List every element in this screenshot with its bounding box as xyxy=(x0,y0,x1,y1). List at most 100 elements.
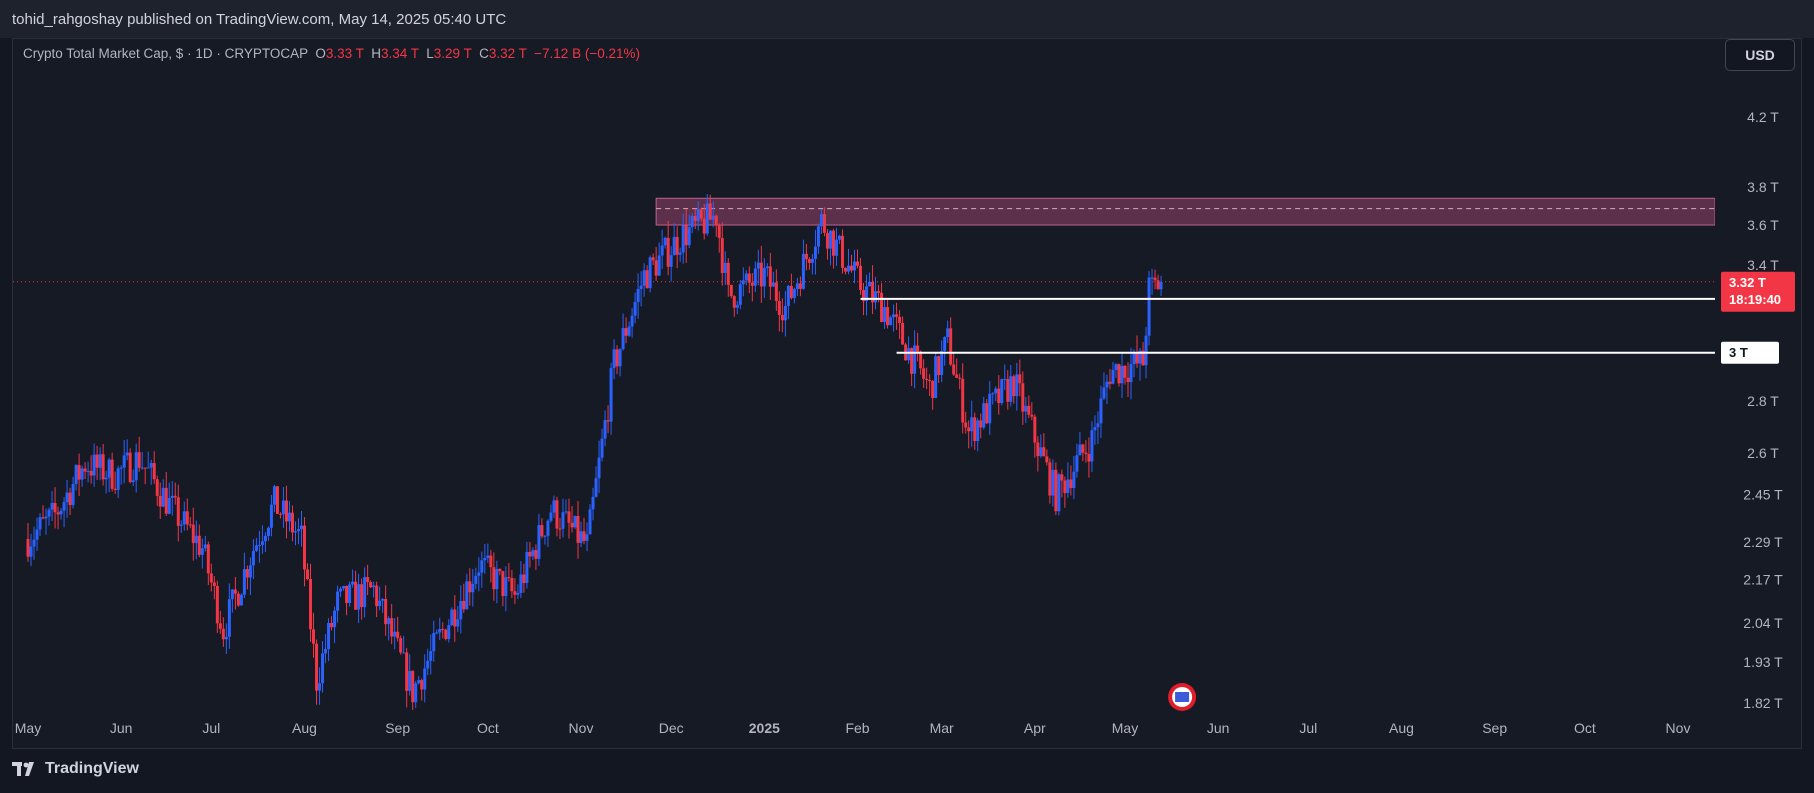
candle xyxy=(522,563,526,593)
candle xyxy=(1021,371,1025,425)
candle-body xyxy=(248,565,252,578)
tradingview-brand[interactable]: TradingView xyxy=(12,760,139,778)
candle-body xyxy=(137,452,141,468)
candle-body xyxy=(134,452,138,481)
candle-body xyxy=(158,495,162,507)
candle-body xyxy=(1021,383,1025,412)
candle xyxy=(110,452,114,492)
candle-body xyxy=(991,393,995,395)
candle xyxy=(1117,363,1121,387)
candle xyxy=(1027,395,1031,418)
candle-body xyxy=(931,380,935,399)
candle-body xyxy=(125,452,129,456)
candle-body xyxy=(621,328,625,350)
candle xyxy=(56,506,60,530)
x-tick-label: Nov xyxy=(1666,720,1691,736)
candle xyxy=(299,510,303,547)
candle-body xyxy=(585,534,589,541)
candle-body xyxy=(354,581,358,610)
candle xyxy=(281,487,285,528)
candle-body xyxy=(958,377,962,379)
candle xyxy=(886,298,890,329)
candle-body xyxy=(29,546,33,557)
candle-body xyxy=(266,527,270,536)
candle xyxy=(786,284,790,320)
candle-body xyxy=(862,290,866,302)
change-value: −7.12 B (−0.21%) xyxy=(534,46,640,61)
candle xyxy=(828,230,832,266)
candle-body xyxy=(552,500,556,513)
symbol-title[interactable]: Crypto Total Market Cap, $ · 1D · CRYPTO… xyxy=(23,46,308,61)
symbol-legend: Crypto Total Market Cap, $ · 1D · CRYPTO… xyxy=(23,46,640,61)
candle xyxy=(459,585,463,634)
candle xyxy=(708,194,712,220)
candle xyxy=(414,680,418,708)
candle xyxy=(540,518,544,539)
candle-body xyxy=(720,237,724,274)
candle xyxy=(513,578,517,604)
candle xyxy=(137,436,141,472)
candle xyxy=(783,290,787,337)
candle xyxy=(26,523,30,562)
candle xyxy=(853,249,857,284)
candle-body xyxy=(735,304,739,308)
candle xyxy=(339,586,343,597)
x-tick-label: Jun xyxy=(110,720,133,736)
candle-body xyxy=(131,480,135,483)
candle xyxy=(477,557,481,592)
candle xyxy=(919,350,923,375)
candle-body xyxy=(179,524,183,526)
candle xyxy=(200,538,204,569)
candle-body xyxy=(741,280,745,285)
candle xyxy=(272,484,276,512)
candle xyxy=(678,247,682,262)
candle xyxy=(1012,374,1016,404)
candle-body xyxy=(402,652,406,654)
candle-body xyxy=(940,350,944,375)
y-tick-label: 2.6 T xyxy=(1747,445,1779,461)
candle xyxy=(940,340,944,383)
candle-body xyxy=(519,574,523,593)
candle xyxy=(378,586,382,611)
candle xyxy=(474,567,478,590)
candle-body xyxy=(877,291,881,293)
candle xyxy=(831,228,835,269)
candle xyxy=(411,670,415,710)
candle-body xyxy=(1087,454,1091,462)
plot-area xyxy=(13,194,1715,710)
candle xyxy=(179,520,183,533)
candle-body xyxy=(540,525,544,537)
candle xyxy=(1081,443,1085,462)
candle xyxy=(519,561,523,599)
candle xyxy=(810,254,814,275)
candle-body xyxy=(95,454,99,468)
candle xyxy=(438,617,442,641)
candle xyxy=(483,543,487,574)
candle-body xyxy=(516,592,520,595)
candle-body xyxy=(657,255,661,276)
candle xyxy=(1096,411,1100,444)
candle-body xyxy=(573,515,577,528)
candle-body xyxy=(753,268,757,286)
candle xyxy=(471,569,475,607)
candle-body xyxy=(952,364,956,375)
candle-body xyxy=(594,478,598,497)
candle-body xyxy=(278,513,282,515)
candle xyxy=(236,591,240,607)
candle-body xyxy=(976,420,980,441)
candle-body xyxy=(627,326,631,336)
candle xyxy=(384,585,388,636)
candle xyxy=(693,208,697,230)
candle xyxy=(663,236,667,249)
candle xyxy=(979,413,983,439)
candle-body xyxy=(576,515,580,543)
candle-body xyxy=(840,235,844,268)
candle-body xyxy=(363,577,367,608)
candle xyxy=(152,451,156,484)
currency-button[interactable]: USD xyxy=(1725,39,1795,71)
candle-body xyxy=(795,283,799,290)
candle-body xyxy=(251,550,255,566)
candle-body xyxy=(411,670,415,703)
candle-body xyxy=(1099,398,1103,424)
